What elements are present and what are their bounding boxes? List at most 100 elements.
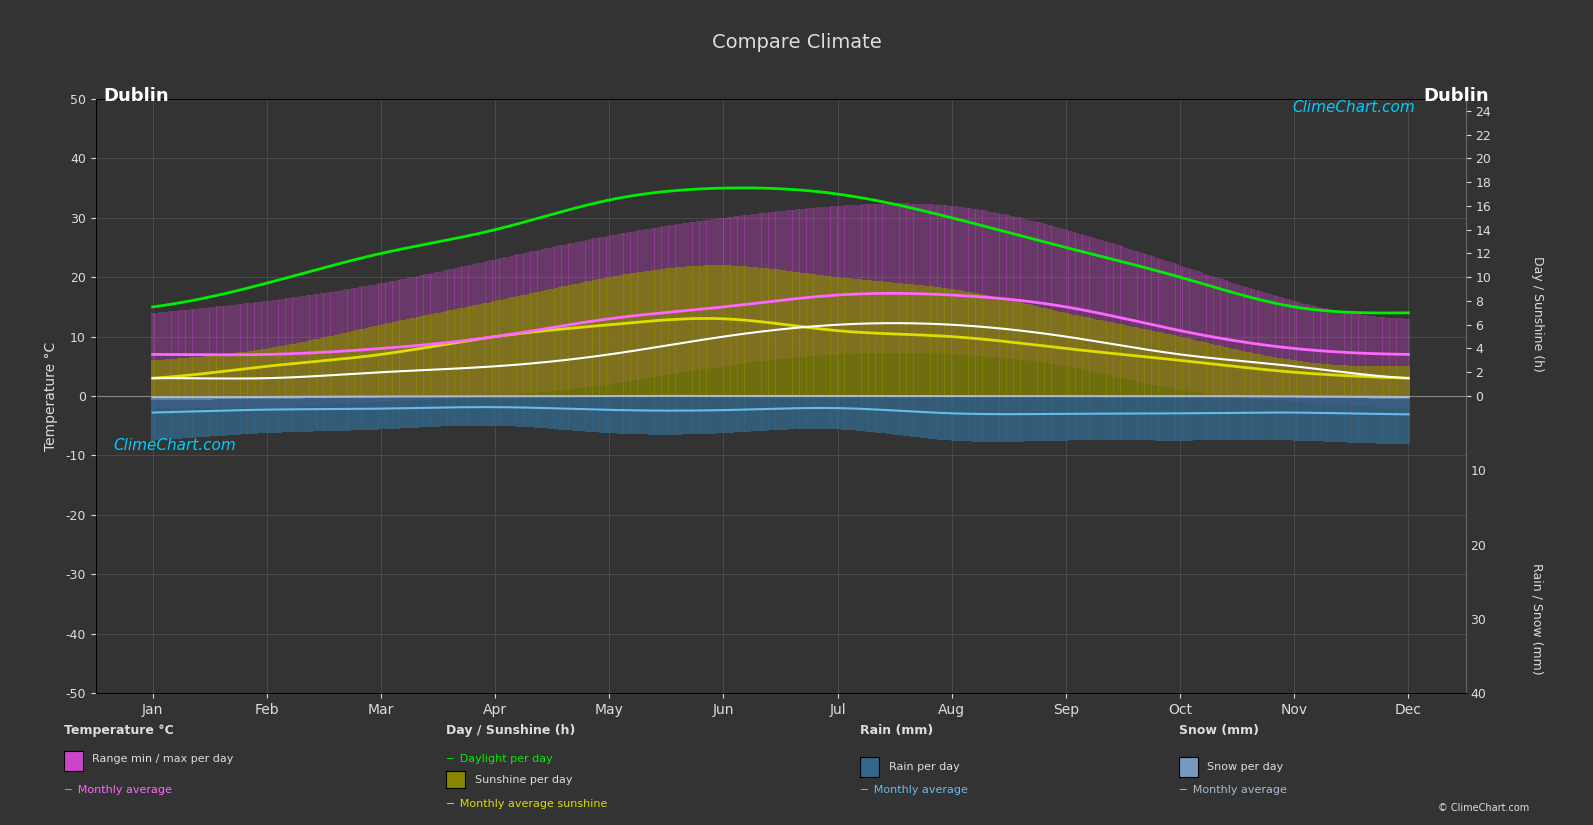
Bar bbox=[1348, 365, 1352, 396]
Bar bbox=[1034, 222, 1037, 361]
Bar bbox=[241, 396, 244, 399]
Bar bbox=[730, 217, 734, 365]
Bar bbox=[516, 296, 521, 396]
Bar bbox=[921, 285, 924, 396]
Bar bbox=[806, 273, 811, 396]
Bar bbox=[406, 278, 409, 401]
Bar bbox=[524, 252, 527, 394]
Bar bbox=[199, 396, 202, 399]
Bar bbox=[906, 284, 910, 396]
Bar bbox=[812, 275, 817, 396]
Bar bbox=[330, 336, 335, 396]
Bar bbox=[803, 273, 806, 396]
Bar bbox=[575, 396, 578, 431]
Bar bbox=[244, 396, 247, 434]
Bar bbox=[268, 396, 272, 433]
Bar bbox=[744, 396, 749, 431]
Bar bbox=[1120, 247, 1125, 378]
Bar bbox=[1102, 241, 1107, 375]
Bar bbox=[1273, 396, 1276, 441]
Bar bbox=[193, 396, 196, 438]
Bar bbox=[1327, 365, 1332, 396]
Bar bbox=[1107, 322, 1110, 396]
Bar bbox=[986, 211, 989, 356]
Bar bbox=[430, 314, 433, 396]
Bar bbox=[945, 288, 948, 396]
Bar bbox=[1362, 396, 1365, 443]
Bar bbox=[1241, 286, 1244, 398]
Bar bbox=[1193, 340, 1196, 396]
Bar bbox=[309, 396, 314, 431]
Bar bbox=[333, 396, 338, 398]
Bar bbox=[416, 317, 421, 396]
Bar bbox=[185, 358, 190, 396]
Bar bbox=[628, 232, 631, 381]
Bar bbox=[389, 281, 392, 402]
Bar bbox=[1392, 396, 1397, 444]
Bar bbox=[551, 396, 554, 429]
Bar bbox=[489, 396, 492, 426]
Bar bbox=[258, 350, 261, 396]
Bar bbox=[679, 224, 682, 373]
Bar bbox=[672, 225, 675, 374]
Bar bbox=[279, 299, 282, 408]
Bar bbox=[664, 268, 669, 396]
Bar bbox=[699, 396, 703, 434]
Bar bbox=[978, 396, 983, 441]
Bar bbox=[658, 269, 661, 396]
Bar bbox=[750, 396, 755, 431]
Bar bbox=[830, 396, 835, 429]
Bar bbox=[527, 252, 530, 394]
Bar bbox=[1389, 366, 1394, 396]
Bar bbox=[1128, 396, 1131, 441]
Bar bbox=[303, 396, 306, 398]
Bar bbox=[948, 205, 951, 354]
Bar bbox=[448, 396, 451, 427]
Bar bbox=[395, 396, 400, 429]
Bar bbox=[1333, 396, 1338, 398]
Bar bbox=[1155, 257, 1158, 385]
Bar bbox=[167, 311, 172, 408]
Bar bbox=[820, 396, 824, 429]
Bar bbox=[586, 281, 589, 396]
Bar bbox=[199, 396, 202, 437]
Bar bbox=[296, 396, 299, 432]
Bar bbox=[285, 299, 288, 408]
Bar bbox=[792, 396, 796, 429]
Bar bbox=[451, 269, 454, 398]
Bar bbox=[903, 396, 906, 436]
Bar bbox=[1265, 294, 1270, 400]
Bar bbox=[1365, 315, 1368, 407]
Bar bbox=[1300, 361, 1303, 396]
Bar bbox=[205, 396, 210, 399]
Bar bbox=[806, 208, 811, 356]
Bar bbox=[1131, 396, 1134, 441]
Bar bbox=[738, 266, 741, 396]
Bar bbox=[1066, 313, 1069, 396]
Bar bbox=[250, 303, 255, 408]
Bar bbox=[706, 266, 710, 396]
Bar bbox=[182, 358, 186, 396]
Bar bbox=[338, 290, 341, 404]
Bar bbox=[457, 396, 462, 397]
Bar bbox=[1262, 355, 1265, 396]
Bar bbox=[1134, 328, 1137, 396]
Bar bbox=[499, 396, 503, 426]
Bar bbox=[362, 396, 365, 398]
Bar bbox=[996, 213, 1000, 357]
Bar bbox=[545, 248, 548, 392]
Bar bbox=[1086, 236, 1090, 370]
Bar bbox=[803, 396, 806, 429]
Bar bbox=[395, 321, 400, 396]
Bar bbox=[1300, 396, 1303, 398]
Bar bbox=[1172, 335, 1176, 396]
Bar bbox=[913, 285, 918, 396]
Bar bbox=[268, 300, 272, 408]
Bar bbox=[161, 396, 166, 440]
Bar bbox=[172, 311, 175, 408]
Bar bbox=[296, 396, 299, 398]
Bar bbox=[1010, 216, 1013, 359]
Bar bbox=[261, 396, 264, 433]
Bar bbox=[448, 396, 451, 397]
Bar bbox=[400, 280, 403, 401]
